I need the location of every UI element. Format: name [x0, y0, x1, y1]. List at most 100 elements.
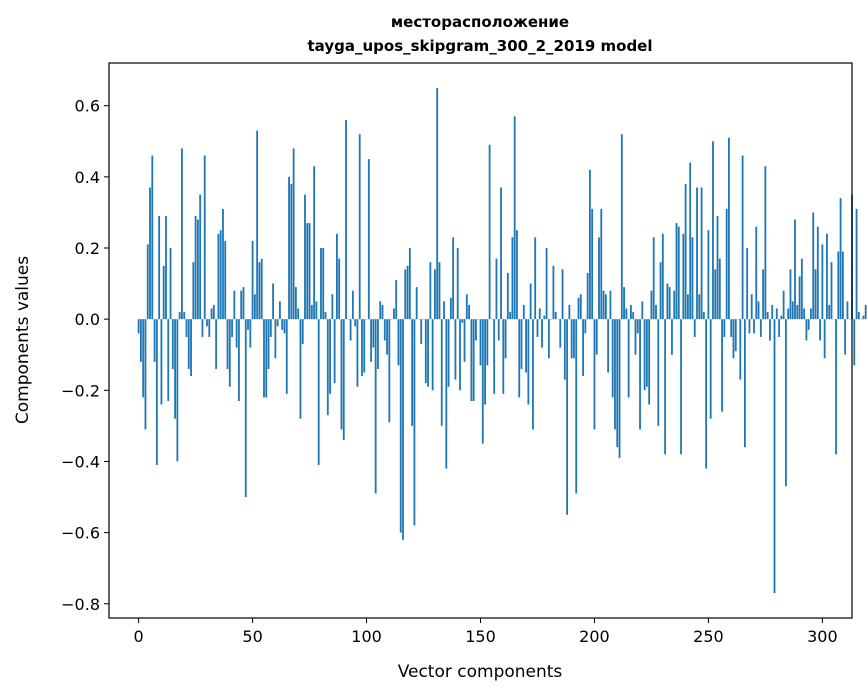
bar: [265, 319, 268, 398]
bar: [775, 308, 778, 320]
bar: [399, 319, 402, 533]
bar: [260, 258, 263, 320]
x-tick-label: 150: [465, 627, 496, 646]
bar: [196, 219, 199, 320]
bar: [408, 248, 411, 320]
bar: [226, 319, 229, 369]
bar: [383, 319, 386, 341]
bar: [324, 312, 327, 320]
bar: [702, 312, 705, 320]
bar: [456, 248, 459, 320]
bar: [595, 319, 598, 355]
bar: [470, 319, 473, 401]
y-tick-label: −0.4: [61, 452, 100, 471]
bar: [292, 148, 295, 320]
bar: [611, 319, 614, 398]
x-tick-label: 100: [351, 627, 382, 646]
bar: [837, 251, 840, 320]
bar: [516, 230, 518, 320]
bar: [841, 251, 844, 320]
bar: [552, 265, 555, 320]
bar: [434, 269, 436, 320]
bar: [165, 215, 167, 320]
bar: [609, 290, 612, 320]
bar: [336, 233, 338, 320]
bar: [224, 240, 227, 320]
y-tick-label: 0.2: [75, 239, 100, 258]
bar: [283, 319, 286, 334]
bar: [142, 319, 145, 398]
bar: [796, 304, 799, 320]
bar: [816, 226, 819, 320]
bar: [290, 183, 293, 320]
bar: [238, 319, 240, 401]
bar: [411, 319, 414, 426]
bar: [584, 319, 587, 334]
bar: [534, 237, 537, 320]
bar: [600, 208, 603, 320]
bar: [304, 194, 306, 320]
x-axis-label: Vector components: [398, 662, 563, 682]
bar: [158, 215, 161, 320]
bar: [306, 223, 309, 320]
bar: [301, 319, 304, 345]
bar: [529, 283, 532, 320]
bar: [723, 319, 726, 337]
bar: [361, 319, 363, 377]
bar: [634, 319, 637, 355]
bar: [716, 215, 719, 320]
bar: [673, 290, 676, 320]
bar: [151, 155, 154, 320]
bar: [778, 319, 780, 337]
bar: [709, 319, 712, 419]
bar: [518, 319, 521, 398]
bar: [413, 319, 416, 526]
bar: [712, 141, 714, 320]
bar: [835, 319, 837, 455]
y-tick-label: −0.6: [61, 524, 100, 543]
bar: [545, 248, 548, 320]
bar: [705, 319, 708, 469]
bar: [322, 248, 325, 320]
bar: [769, 319, 771, 341]
bar: [791, 301, 794, 320]
bar: [274, 319, 277, 359]
bar: [755, 226, 758, 320]
bar: [543, 315, 546, 320]
bar: [367, 159, 370, 320]
bar: [488, 144, 491, 320]
bar: [522, 304, 525, 320]
y-tick-label: 0.0: [75, 310, 100, 329]
bar: [493, 319, 496, 394]
bar: [192, 262, 195, 320]
bar: [800, 258, 803, 320]
bar: [582, 319, 584, 377]
bar: [276, 319, 279, 327]
bar: [358, 134, 361, 320]
bar: [830, 262, 833, 320]
bar: [244, 319, 247, 498]
x-tick-label: 50: [242, 627, 262, 646]
bar: [502, 319, 505, 394]
bar: [465, 294, 468, 320]
bar: [559, 319, 562, 348]
bar: [285, 319, 288, 394]
bar: [666, 283, 669, 320]
x-tick-label: 200: [579, 627, 610, 646]
bar: [645, 319, 648, 387]
bar: [784, 319, 787, 487]
bar: [762, 269, 765, 320]
bar: [570, 319, 573, 359]
bar: [183, 312, 186, 320]
bar: [803, 308, 806, 320]
bar: [846, 301, 849, 320]
y-tick-label: 0.4: [75, 168, 100, 187]
bar: [479, 319, 482, 366]
bar: [415, 287, 418, 320]
bar: [823, 319, 826, 359]
bar: [392, 308, 395, 320]
bar: [497, 319, 500, 341]
x-axis-ticks: 0 50 100 150 200 250 300: [134, 618, 838, 646]
bar: [340, 319, 343, 430]
bar: [406, 265, 409, 320]
